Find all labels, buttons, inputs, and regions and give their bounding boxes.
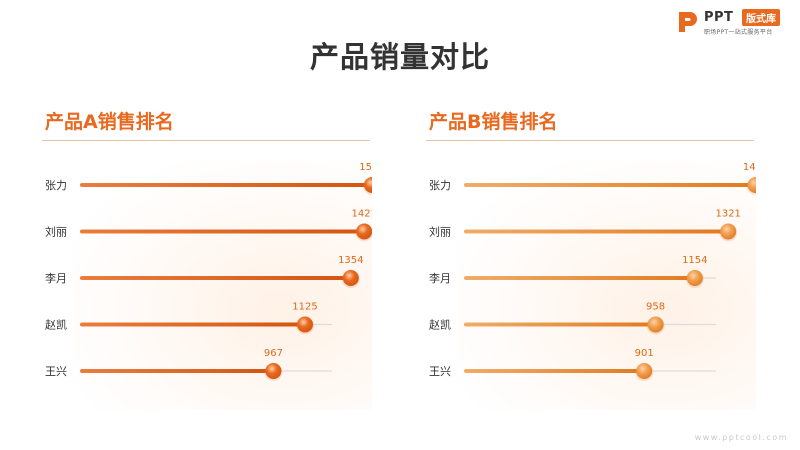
value-label: 1154 <box>682 255 707 266</box>
bar-knob-1 <box>356 223 372 240</box>
category-label: 张力 <box>45 179 67 192</box>
bar-knob-4 <box>636 363 653 379</box>
logo-ppt-text: PPT <box>704 10 734 25</box>
bar-knob-3 <box>647 316 664 333</box>
value-label: 967 <box>264 348 283 359</box>
bar-knob-0 <box>364 177 372 193</box>
chart-title-product-b: 产品B销售排名 <box>429 111 558 133</box>
bar-knob-0 <box>747 177 756 193</box>
bar-4 <box>80 369 274 373</box>
panel-product-b: 产品B销售排名 1458 张力 1321 刘丽 1154 李月 958 赵凯 901 王兴 <box>426 100 756 410</box>
value-label: 1125 <box>292 302 317 313</box>
logo: PPT 版式库 职场PPT一站式服务平台 <box>676 8 786 38</box>
bar-4 <box>464 369 645 373</box>
value-label: 958 <box>646 302 665 313</box>
bar-0 <box>464 183 756 187</box>
category-label: 李月 <box>429 271 451 285</box>
category-label: 赵凯 <box>45 318 67 332</box>
logo-subtitle: 职场PPT一站式服务平台 <box>704 29 773 36</box>
bar-knob-4 <box>265 363 282 379</box>
bar-3 <box>464 322 656 327</box>
watermark: www.pptcool.com <box>694 433 788 442</box>
bar-2 <box>80 276 351 280</box>
logo-badge: 版式库 <box>742 9 780 26</box>
panel-product-a: 产品A销售排名 1508 张力 1421 刘丽 1354 李月 1125 赵凯 967 王兴 <box>42 100 372 410</box>
bar-3 <box>80 322 305 327</box>
bar-knob-2 <box>342 270 359 286</box>
category-label: 张力 <box>429 179 451 192</box>
category-label: 赵凯 <box>429 318 451 332</box>
value-label: 1458 <box>743 162 756 173</box>
category-label: 刘丽 <box>45 226 67 239</box>
value-label: 1508 <box>359 162 372 173</box>
bar-1 <box>464 229 729 234</box>
category-label: 刘丽 <box>429 226 451 239</box>
chart-title-product-a: 产品A销售排名 <box>45 111 174 133</box>
page-title: 产品销量对比 <box>309 40 490 74</box>
bar-knob-1 <box>720 223 737 240</box>
bar-knob-3 <box>297 316 313 333</box>
value-label: 1354 <box>338 255 363 266</box>
logo-p-icon <box>679 12 697 32</box>
bar-0 <box>80 183 372 187</box>
title-divider <box>42 140 370 141</box>
panel-glow <box>456 160 756 410</box>
category-label: 王兴 <box>429 365 451 378</box>
title-divider <box>426 140 754 141</box>
value-label: 1321 <box>715 209 740 220</box>
bar-1 <box>80 229 365 234</box>
category-label: 李月 <box>45 271 67 285</box>
bar-knob-2 <box>686 270 703 286</box>
chart-product-a: 1508 张力 1421 刘丽 1354 李月 1125 赵凯 967 王兴 <box>45 162 372 381</box>
chart-product-b: 1458 张力 1321 刘丽 1154 李月 958 赵凯 901 王兴 <box>429 162 756 381</box>
value-label: 1421 <box>351 209 372 220</box>
bar-2 <box>464 276 695 280</box>
panel-glow <box>72 160 372 410</box>
category-label: 王兴 <box>45 365 67 378</box>
value-label: 901 <box>635 348 654 359</box>
